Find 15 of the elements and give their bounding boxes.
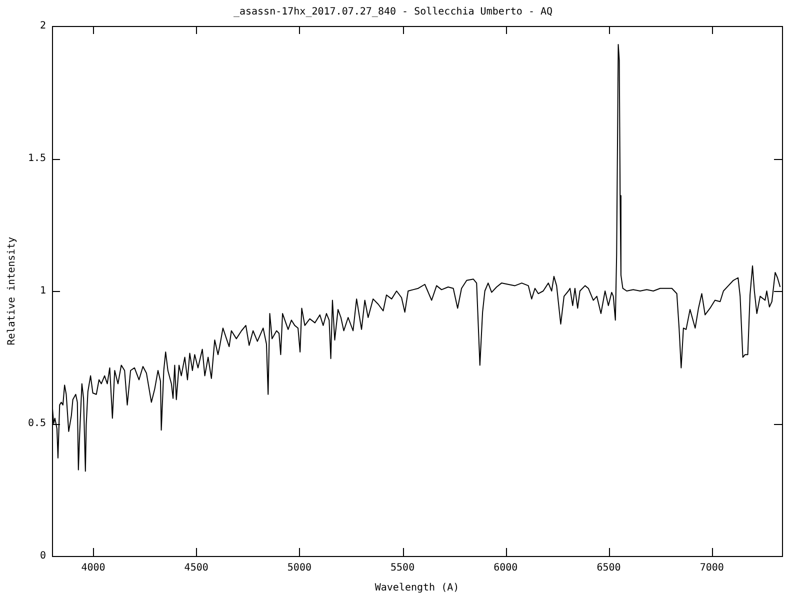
x-tick-label: 7000 (700, 562, 724, 574)
x-tick-label: 6000 (494, 562, 518, 574)
x-tick-label: 6500 (596, 562, 621, 574)
chart-title: _asassn-17hx_2017.07.27_840 - Sollecchia Umberto - AQ (233, 6, 553, 18)
y-tick-label: 1 (40, 286, 46, 297)
y-tick-label: 2 (40, 20, 46, 32)
y-tick-label: 1.5 (28, 153, 46, 164)
x-tick-label: 5000 (287, 562, 312, 574)
y-axis-title: Relative intensity (6, 236, 18, 346)
y-tick-label: 0 (40, 550, 46, 562)
x-axis-title: Wavelength (A) (374, 582, 460, 594)
x-tick-label: 5500 (390, 562, 415, 574)
x-tick-label: 4000 (81, 562, 106, 574)
x-tick-label: 4500 (184, 562, 208, 574)
y-tick-label: 0.5 (28, 418, 46, 430)
